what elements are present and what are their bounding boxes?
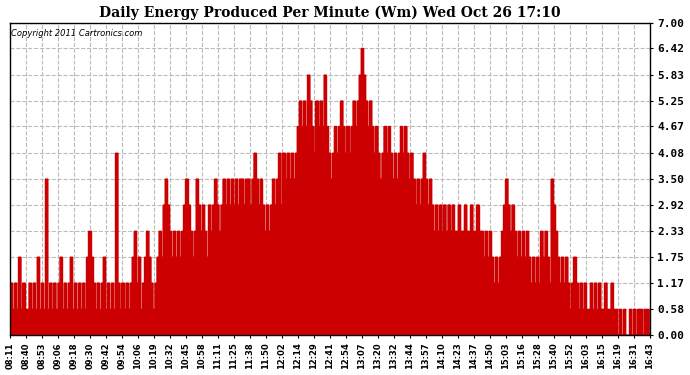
Title: Daily Energy Produced Per Minute (Wm) Wed Oct 26 17:10: Daily Energy Produced Per Minute (Wm) We… [99,6,561,20]
Text: Copyright 2011 Cartronics.com: Copyright 2011 Cartronics.com [11,29,143,38]
